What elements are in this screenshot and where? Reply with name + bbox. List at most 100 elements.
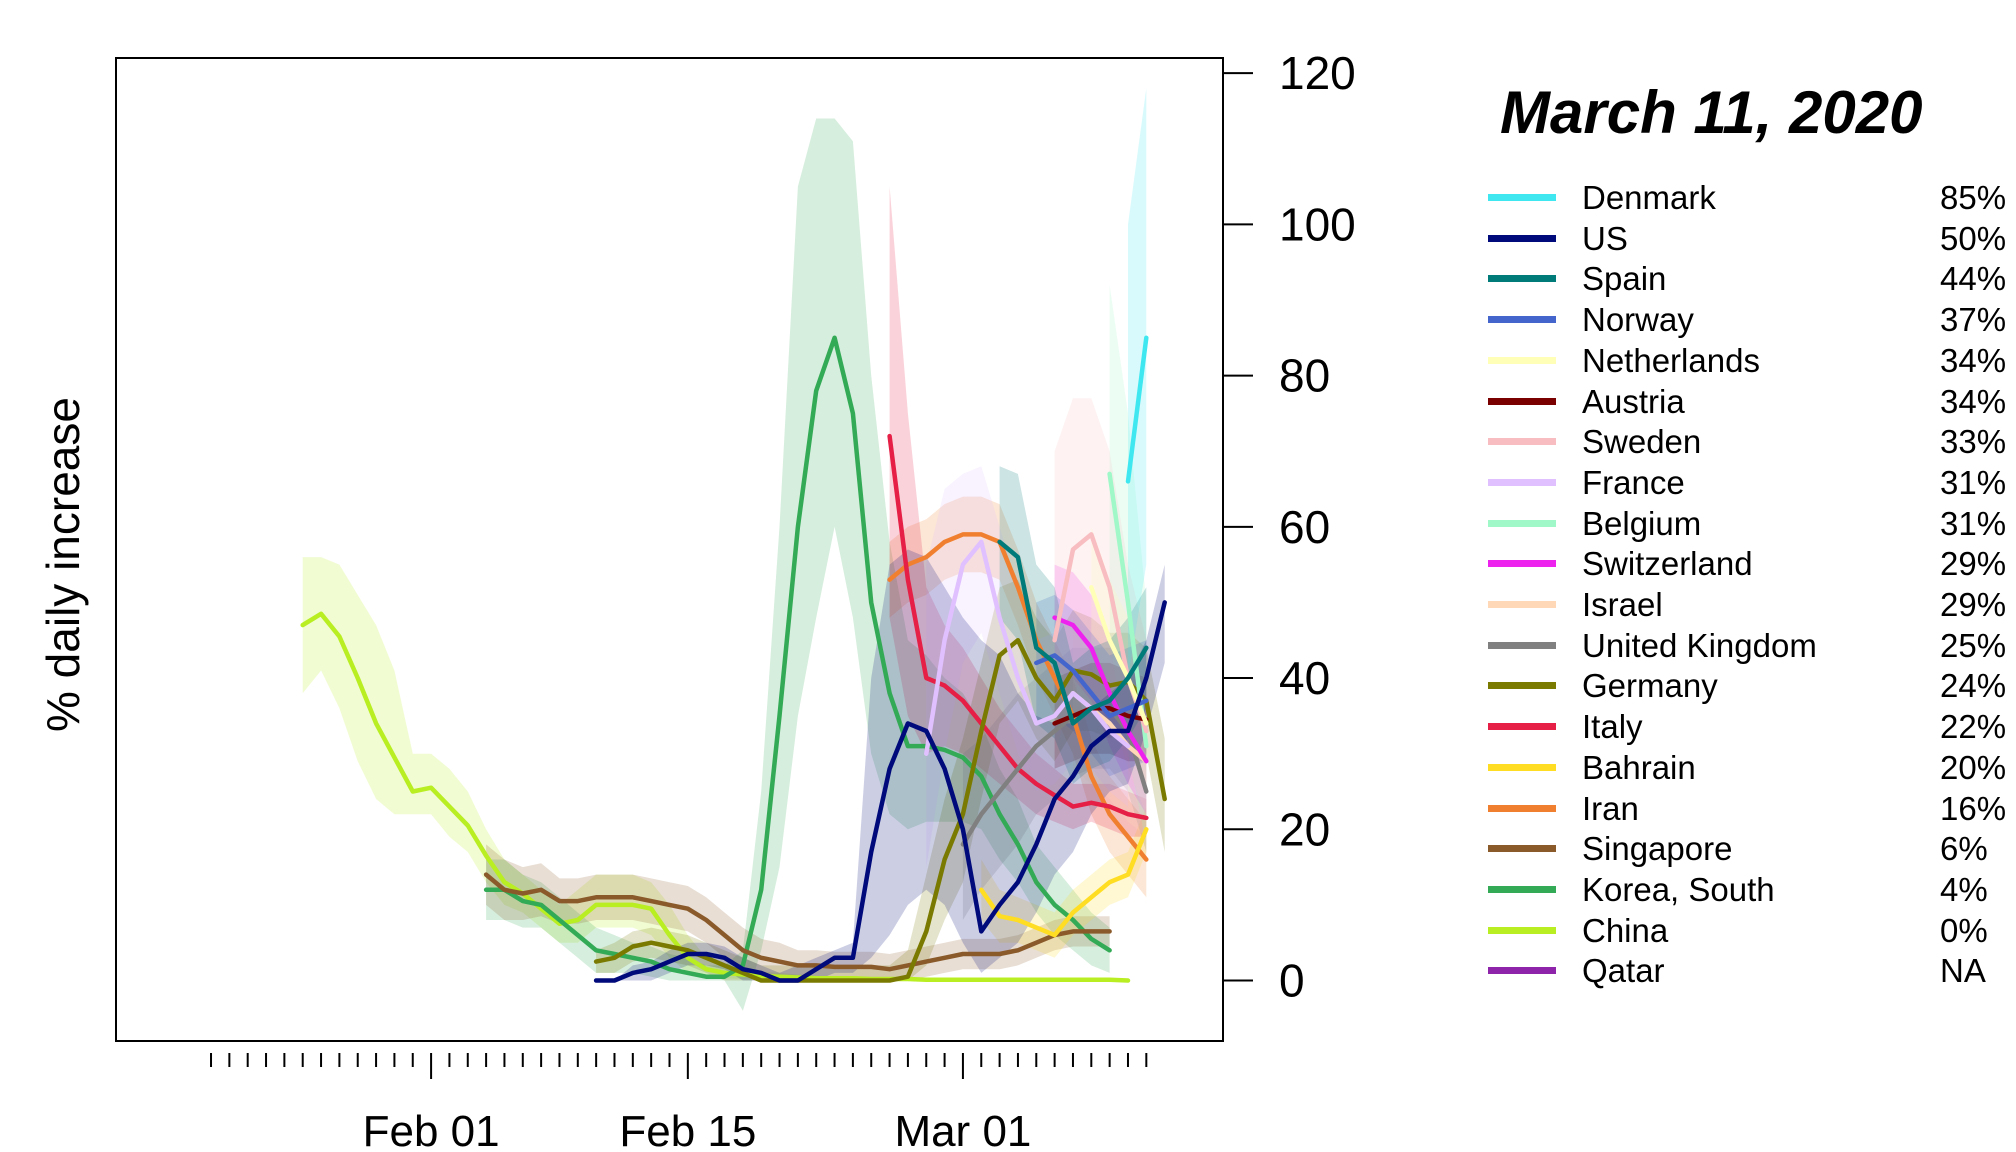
y-tick-label: 80 — [1279, 350, 1330, 402]
legend-label: Iran — [1582, 789, 1639, 827]
series-line-china — [300, 611, 1131, 983]
legend-label: China — [1582, 911, 1669, 949]
band-germany — [596, 579, 1165, 981]
legend-item-germany: Germany 24% — [1488, 666, 2016, 706]
legend-label: Spain — [1582, 260, 1667, 298]
legend-value: 34% — [1940, 382, 2007, 420]
legend-item-france: France 31% — [1488, 463, 2016, 503]
legend-swatch — [1488, 641, 1556, 649]
legend-value: 20% — [1940, 748, 2007, 786]
legend-label: US — [1582, 219, 1628, 257]
legend-label: Korea, South — [1582, 870, 1775, 908]
y-tick-label: 100 — [1279, 198, 1356, 250]
legend-value: 50% — [1940, 219, 2007, 257]
plot-frame — [115, 57, 1224, 1042]
legend-label: Norway — [1582, 301, 1694, 339]
band-korea-south — [486, 118, 1110, 1011]
legend-swatch — [1488, 967, 1556, 975]
legend-value: 34% — [1940, 341, 2007, 379]
series-line-singapore — [483, 872, 1112, 972]
legend-value: 29% — [1940, 586, 2007, 623]
x-tick-label: Feb 01 — [363, 1107, 500, 1152]
confidence-bands — [302, 88, 1165, 1011]
legend-swatch — [1488, 845, 1556, 853]
legend-item-italy: Italy 22% — [1488, 707, 2016, 747]
series-line-norway — [1034, 653, 1149, 719]
legend-item-qatar: Qatar NA — [1488, 951, 2016, 991]
y-tick-label: 0 — [1279, 955, 1305, 1007]
legend-value: 16% — [1940, 789, 2007, 827]
legend-value: 85% — [1940, 179, 2007, 216]
x-tick-label: Feb 15 — [619, 1107, 756, 1152]
x-tick-label: Mar 01 — [894, 1107, 1031, 1152]
legend-swatch — [1488, 601, 1556, 608]
legend-label: Denmark — [1582, 179, 1716, 216]
series-line-us — [593, 600, 1167, 983]
legend-swatch — [1488, 926, 1556, 934]
legend-item-norway: Norway 37% — [1488, 300, 2016, 340]
legend-swatch — [1488, 804, 1556, 812]
legend-label: Netherlands — [1582, 341, 1760, 379]
legend-label: United Kingdom — [1582, 626, 1817, 664]
legend-item-us: US 50% — [1488, 219, 2016, 259]
legend-value: 37% — [1940, 301, 2007, 339]
legend-value: 22% — [1940, 708, 2007, 746]
legend-value: NA — [1940, 952, 1986, 990]
y-tick-label: 60 — [1279, 501, 1330, 553]
y-tick-label: 120 — [1279, 47, 1356, 99]
y-tick-label: 40 — [1279, 652, 1330, 704]
series-line-france — [924, 539, 1131, 756]
legend-value: 6% — [1940, 830, 1988, 868]
legend-label: Italy — [1582, 708, 1643, 746]
legend-label: Bahrain — [1582, 748, 1696, 786]
band-denmark — [1128, 88, 1147, 678]
legend-value: 24% — [1940, 667, 2007, 705]
legend-swatch — [1488, 723, 1556, 731]
legend-item-sweden: Sweden 33% — [1488, 422, 2016, 462]
legend-item-spain: Spain 44% — [1488, 259, 2016, 299]
legend-swatch — [1488, 234, 1556, 242]
legend-item-switzerland: Switzerland 29% — [1488, 544, 2016, 584]
legend-label: Sweden — [1582, 423, 1702, 461]
legend-value: 25% — [1940, 626, 2007, 664]
band-france — [926, 466, 1128, 868]
legend-title: March 11, 2020 — [1500, 79, 1923, 146]
legend-swatch — [1488, 560, 1556, 568]
series-line-bahrain — [979, 827, 1149, 938]
legend-label: Germany — [1582, 667, 1718, 705]
legend-value: 31% — [1940, 463, 2007, 501]
series-line-spain — [997, 539, 1149, 726]
legend-swatch — [1488, 885, 1556, 893]
legend-item-austria: Austria 34% — [1488, 382, 2016, 422]
legend-item-netherlands: Netherlands 34% — [1488, 341, 2016, 381]
legend-label: Belgium — [1582, 504, 1702, 542]
band-switzerland — [1054, 564, 1147, 815]
legend-value: 29% — [1940, 545, 2007, 583]
x-axis: Feb 01 Feb 15 Mar 01 — [210, 1053, 1148, 1152]
legend-item-denmark: Denmark 85% — [1488, 178, 2016, 218]
legend-label: Qatar — [1582, 952, 1665, 990]
series-line-denmark — [1125, 335, 1149, 484]
legend-swatch — [1488, 356, 1556, 364]
band-singapore — [486, 844, 1110, 981]
legend-swatch — [1488, 275, 1556, 283]
series-line-iran — [887, 532, 1149, 862]
legend-swatch — [1488, 682, 1556, 690]
legend-item-singapore: Singapore 6% — [1488, 829, 2016, 869]
band-china — [302, 557, 1128, 981]
legend-swatch — [1488, 194, 1556, 201]
legend-label: Israel — [1582, 586, 1663, 623]
legend-swatch — [1488, 397, 1556, 405]
legend-item-belgium: Belgium 31% — [1488, 504, 2016, 544]
series-lines — [300, 335, 1167, 983]
legend-value: 44% — [1940, 260, 2007, 298]
legend-label: Austria — [1582, 382, 1685, 420]
legend-label: France — [1582, 463, 1685, 501]
band-italy — [889, 186, 1147, 837]
band-spain — [999, 466, 1147, 784]
legend-value: 4% — [1940, 870, 1988, 908]
legend-item-bahrain: Bahrain 20% — [1488, 748, 2016, 788]
y-axis: 0 20 40 60 80 100 120 — [1223, 47, 1356, 1007]
series-line-united-kingdom — [960, 706, 1149, 847]
legend-item-korea-south: Korea, South 4% — [1488, 870, 2016, 910]
